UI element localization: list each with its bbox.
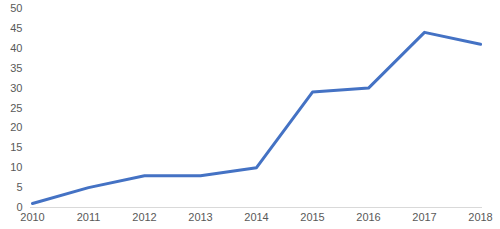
svg-text:2018: 2018 bbox=[468, 211, 492, 223]
svg-text:35: 35 bbox=[10, 62, 22, 74]
svg-text:2011: 2011 bbox=[77, 211, 101, 223]
svg-text:0: 0 bbox=[16, 201, 23, 213]
svg-text:45: 45 bbox=[10, 22, 22, 34]
svg-text:2017: 2017 bbox=[412, 211, 436, 223]
svg-text:25: 25 bbox=[10, 102, 22, 114]
svg-text:2015: 2015 bbox=[300, 211, 324, 223]
svg-text:2010: 2010 bbox=[20, 211, 44, 223]
svg-text:40: 40 bbox=[10, 42, 22, 54]
svg-text:2013: 2013 bbox=[188, 211, 212, 223]
svg-text:50: 50 bbox=[10, 2, 22, 14]
svg-text:30: 30 bbox=[10, 82, 22, 94]
svg-text:2016: 2016 bbox=[356, 211, 380, 223]
svg-text:20: 20 bbox=[10, 121, 22, 133]
svg-text:15: 15 bbox=[10, 141, 22, 153]
svg-text:10: 10 bbox=[10, 161, 22, 173]
svg-text:2014: 2014 bbox=[244, 211, 268, 223]
svg-text:5: 5 bbox=[16, 181, 22, 193]
svg-text:2012: 2012 bbox=[132, 211, 156, 223]
